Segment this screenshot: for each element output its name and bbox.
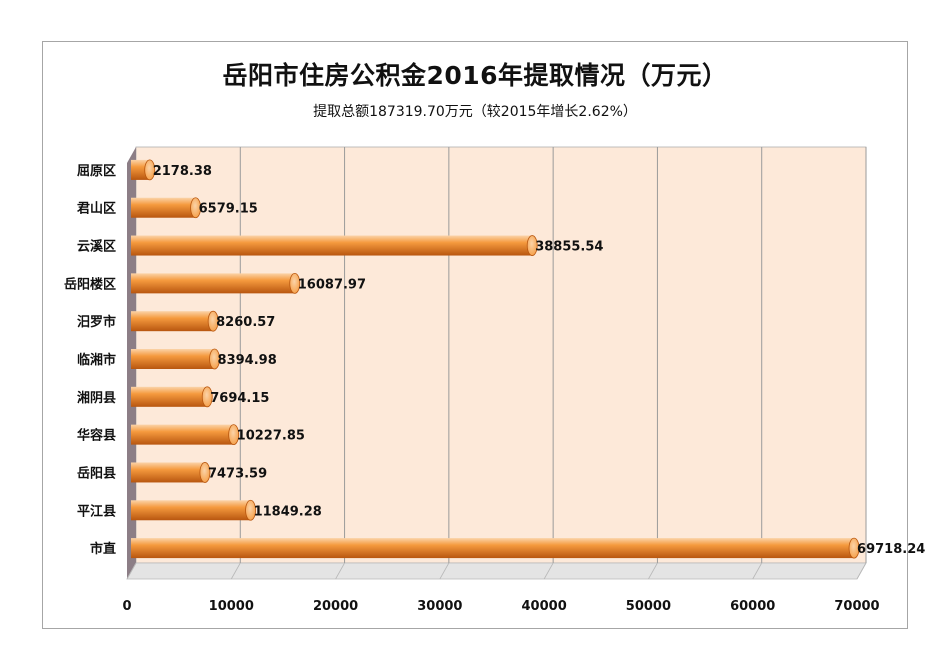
x-tick-label: 30000 bbox=[417, 599, 462, 614]
bar-end-cap bbox=[289, 272, 301, 294]
bar-end-cap bbox=[245, 499, 256, 521]
y-category-label: 岳阳县 bbox=[77, 466, 116, 481]
gridlines bbox=[126, 147, 867, 580]
floor-gridline bbox=[230, 562, 241, 580]
bar bbox=[131, 386, 208, 407]
data-label: 8394.98 bbox=[218, 353, 277, 368]
bar bbox=[131, 462, 205, 483]
data-label: 38855.54 bbox=[535, 240, 603, 255]
bar-end-cap bbox=[228, 424, 240, 446]
x-tick-label: 10000 bbox=[209, 599, 254, 614]
floor-gridline bbox=[335, 562, 345, 580]
chart-title: 岳阳市住房公积金2016年提取情况（万元） bbox=[222, 61, 728, 90]
data-label: 7473.59 bbox=[208, 466, 267, 481]
bar-end-cap bbox=[201, 386, 213, 408]
y-category-label: 岳阳楼区 bbox=[64, 276, 116, 292]
bar bbox=[131, 311, 214, 332]
y-category-label: 君山区 bbox=[77, 201, 116, 217]
chart-subtitle: 提取总额187319.70万元（较2015年增长2.62%） bbox=[313, 104, 637, 120]
floor bbox=[126, 562, 867, 580]
y-category-label: 市直 bbox=[90, 541, 116, 557]
floor-gridline bbox=[126, 562, 137, 580]
bar bbox=[131, 235, 533, 256]
bar-end-cap bbox=[848, 537, 860, 559]
y-category-label: 屈原区 bbox=[77, 164, 116, 179]
x-tick-label: 60000 bbox=[730, 599, 775, 614]
bar-end-cap bbox=[209, 348, 220, 370]
bar bbox=[131, 424, 234, 445]
data-label: 6579.15 bbox=[199, 202, 258, 217]
bar bbox=[131, 500, 251, 521]
bar bbox=[131, 273, 295, 294]
x-tick-label: 70000 bbox=[834, 599, 879, 614]
floor-gridline bbox=[439, 562, 450, 580]
y-category-label: 临湘市 bbox=[77, 352, 116, 368]
bar bbox=[131, 538, 855, 559]
bar-end-cap bbox=[199, 462, 211, 483]
floor-gridline bbox=[648, 562, 658, 580]
x-tick-label: 20000 bbox=[313, 599, 358, 614]
data-label: 7694.15 bbox=[210, 391, 269, 406]
x-tick-label: 40000 bbox=[522, 599, 567, 614]
data-label: 2178.38 bbox=[153, 164, 212, 179]
bar-end-cap bbox=[207, 310, 219, 332]
y-category-label: 华容县 bbox=[77, 428, 116, 444]
data-label: 16087.97 bbox=[298, 277, 366, 292]
bar-end-cap bbox=[144, 159, 156, 181]
floor-gridline bbox=[752, 562, 763, 580]
bar bbox=[131, 349, 215, 369]
floor-gridline bbox=[543, 562, 554, 580]
y-category-label: 湘阴县 bbox=[77, 390, 116, 406]
x-tick-label: 0 bbox=[122, 599, 131, 614]
data-label: 11849.28 bbox=[254, 504, 322, 519]
floor-gridline bbox=[856, 562, 867, 580]
x-tick-label: 50000 bbox=[626, 599, 671, 614]
data-label: 8260.57 bbox=[216, 315, 275, 330]
data-label: 69718.24 bbox=[857, 542, 925, 557]
bar-end-cap bbox=[190, 197, 202, 219]
y-category-label: 云溪区 bbox=[77, 239, 116, 255]
labels: 0 10000 20000 30000 40000 50000 60000 70000 屈原区 2… bbox=[64, 164, 925, 614]
bars bbox=[131, 159, 860, 559]
bar-end-cap bbox=[526, 235, 538, 256]
y-category-label: 平江县 bbox=[77, 503, 116, 519]
data-label: 10227.85 bbox=[237, 429, 305, 444]
y-category-label: 汨罗市 bbox=[77, 314, 116, 330]
bar bbox=[131, 197, 196, 218]
